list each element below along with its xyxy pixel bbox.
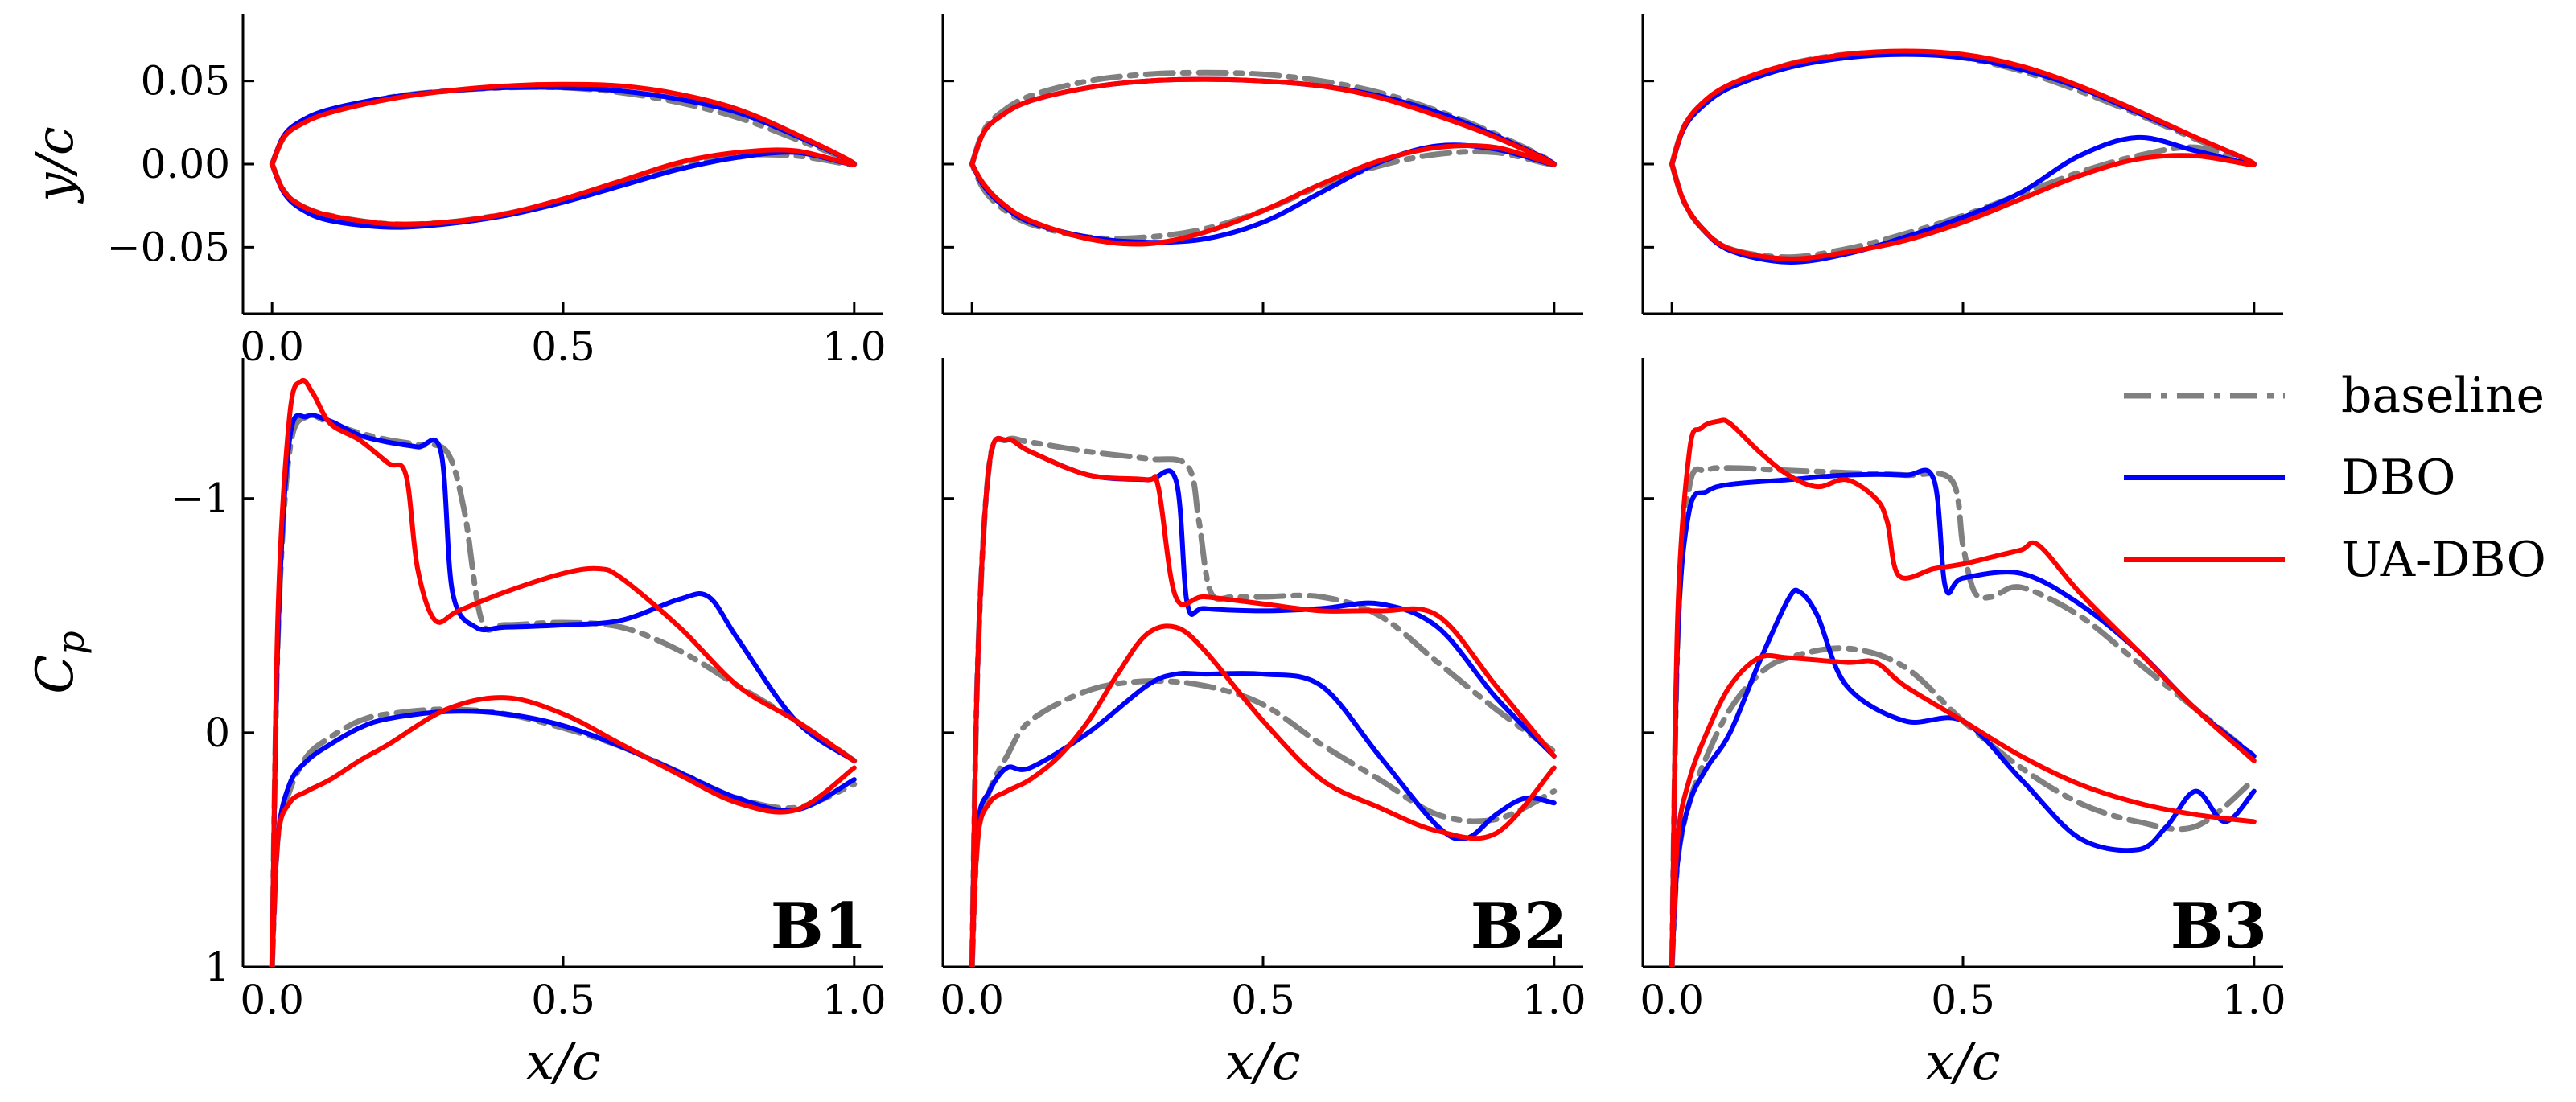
series-line-ua-dbo-lower xyxy=(1669,652,2257,967)
panel-1: 0.0 0.5 1.0 0.05 0.00 −0.05 y/c xyxy=(26,14,887,370)
y-axis-title: y/c xyxy=(26,126,85,204)
y-tick-label: 0 xyxy=(204,709,230,756)
series-line-dbo xyxy=(1669,467,2257,967)
x-tick-label: 1.0 xyxy=(822,977,887,1023)
series-line-dbo xyxy=(969,76,1557,245)
series-line-ua-dbo-lower xyxy=(969,623,1557,967)
series-line-baseline-lower xyxy=(269,706,858,967)
legend-label-ua-dbo: UA-DBO xyxy=(2341,532,2546,588)
y-tick-label: −1 xyxy=(171,475,230,522)
panel-4: 0.0 0.5 1.0 −1 0 1 x/c Cp B1 xyxy=(26,358,887,1092)
panel-label: B2 xyxy=(1471,890,1567,963)
series-line-ua-dbo xyxy=(1669,48,2257,261)
x-axis-title: x/c xyxy=(1225,1033,1301,1092)
series-line-ua-dbo xyxy=(969,76,1557,247)
series-line-dbo-lower xyxy=(1669,587,2257,967)
legend-label-dbo: DBO xyxy=(2341,450,2456,506)
x-axis-title: x/c xyxy=(525,1033,601,1092)
panel-label: B3 xyxy=(2171,890,2267,963)
series-line-dbo xyxy=(270,413,857,967)
y-axis-title: Cp xyxy=(26,631,93,693)
x-axis-title: x/c xyxy=(1925,1033,2001,1092)
x-tick-label: 1.0 xyxy=(2222,977,2286,1023)
x-tick-label: 1.0 xyxy=(822,323,887,370)
x-tick-label: 0.5 xyxy=(531,323,595,370)
series-line-dbo-lower xyxy=(270,709,857,967)
y-tick-label: 0.00 xyxy=(141,141,230,187)
series-line-baseline xyxy=(269,412,858,967)
legend: baseline DBO UA-DBO xyxy=(2124,368,2546,588)
series-line-ua-dbo xyxy=(270,81,857,227)
x-tick-label: 0.0 xyxy=(240,323,304,370)
x-tick-label: 0.0 xyxy=(940,977,1004,1023)
series-line-ua-dbo xyxy=(270,377,857,967)
panel-2 xyxy=(941,14,1583,315)
series-line-ua-dbo xyxy=(1669,417,2257,967)
y-tick-label: 0.05 xyxy=(141,58,230,105)
panel-6: 0.0 0.5 1.0 x/c B3 xyxy=(1640,358,2286,1092)
x-tick-label: 0.0 xyxy=(240,977,304,1023)
y-tick-label: 1 xyxy=(204,944,230,990)
panel-3 xyxy=(1641,14,2283,315)
x-tick-label: 0.0 xyxy=(1640,977,1704,1023)
x-tick-label: 0.5 xyxy=(531,977,595,1023)
series-line-ua-dbo xyxy=(969,435,1557,967)
series-line-baseline xyxy=(969,69,1558,242)
legend-label-baseline: baseline xyxy=(2341,368,2545,424)
panel-label: B1 xyxy=(771,890,867,963)
y-tick-label: −0.05 xyxy=(107,224,230,270)
panel-5: 0.0 0.5 1.0 x/c B2 xyxy=(940,358,1586,1092)
x-tick-label: 0.5 xyxy=(1931,977,1995,1023)
x-tick-label: 0.5 xyxy=(1231,977,1295,1023)
x-tick-label: 1.0 xyxy=(1522,977,1586,1023)
series-line-ua-dbo-lower xyxy=(270,695,857,967)
